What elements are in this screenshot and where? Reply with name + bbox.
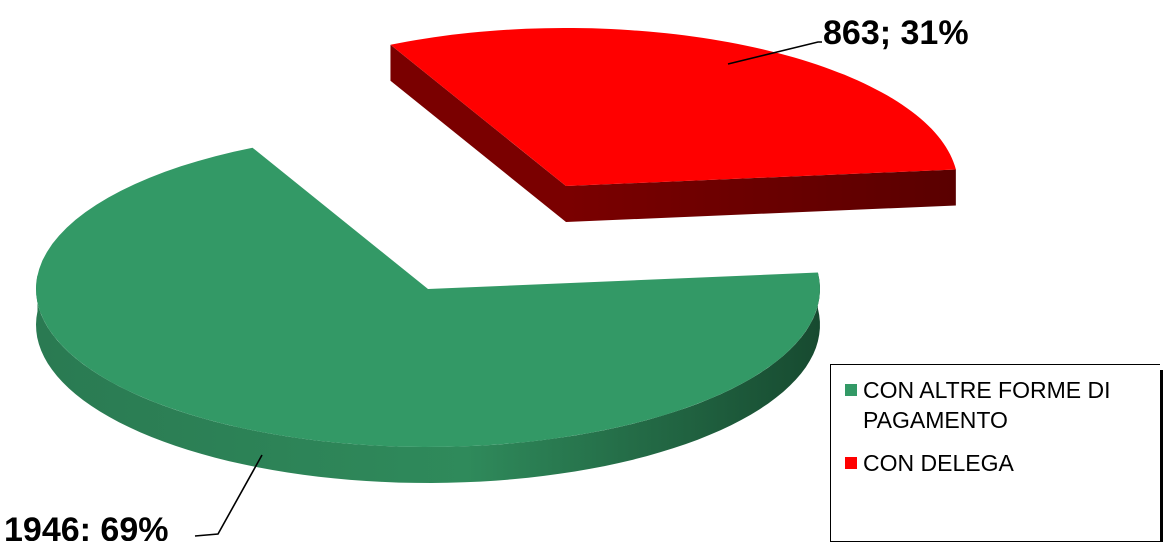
legend-label-altre-forme: CON ALTRE FORME DI PAGAMENTO xyxy=(863,377,1111,433)
data-label-con-altre-forme: 1946; 69% xyxy=(4,511,168,541)
pie-slice-con-altre-forme xyxy=(36,147,821,447)
pie-slice-depth-con-altre-forme xyxy=(36,272,820,483)
leader-line-delega xyxy=(727,41,822,65)
pie-slice-side-con-delega xyxy=(390,44,566,223)
legend-item-delega: CON DELEGA xyxy=(845,448,1163,478)
chart-legend: CON ALTRE FORME DI PAGAMENTO CON DELEGA xyxy=(830,364,1160,542)
pie-slice-depth-con-delega xyxy=(566,169,956,222)
legend-label-delega: CON DELEGA xyxy=(863,450,1014,476)
leader-line-altre-forme xyxy=(194,454,263,537)
data-label-con-delega: 863; 31% xyxy=(823,14,969,52)
pie-slice-con-delega xyxy=(390,28,956,186)
legend-item-altre-forme: CON ALTRE FORME DI PAGAMENTO xyxy=(845,375,1163,435)
legend-swatch-altre-forme xyxy=(845,384,857,396)
legend-swatch-delega xyxy=(845,457,857,469)
